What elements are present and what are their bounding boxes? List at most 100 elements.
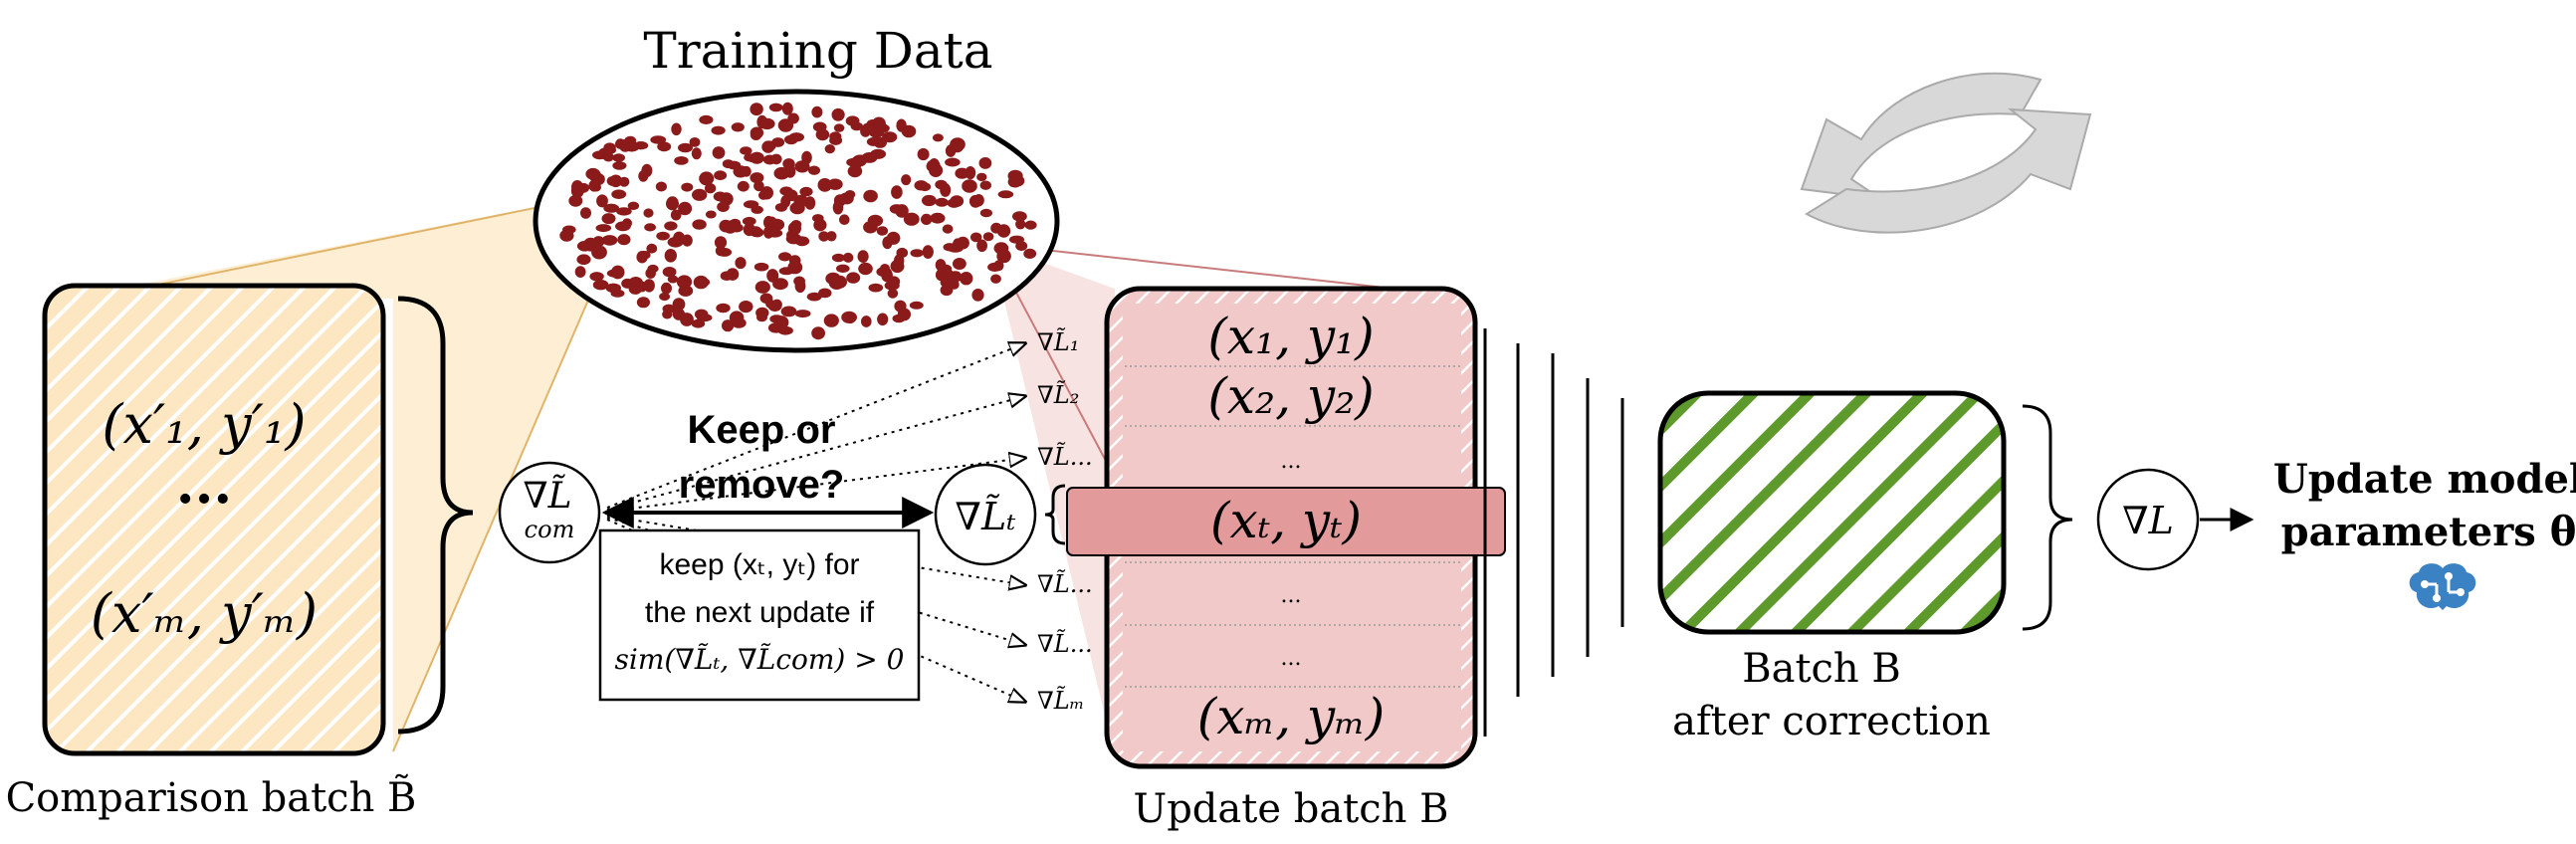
training-data-point [866,136,881,146]
training-data-point [753,180,764,192]
training-data-point [672,298,686,312]
training-data-point [717,201,730,212]
training-data-point [678,285,694,297]
training-data-point [722,319,735,332]
training-data-point [699,171,715,186]
training-data-point [831,107,845,121]
training-data-point [758,190,768,200]
training-data-point [826,231,837,242]
training-data-point [768,103,783,112]
update-row-ellipsis-1: ... [1281,449,1302,474]
gradient-label-5: ∇L̃... [1037,630,1093,658]
grad-com-node [498,461,601,564]
training-data-point [882,131,898,143]
update-row-2: (x₂, y₂) [1207,367,1374,425]
training-data-point [832,200,844,215]
update-row-1: (x₁, y₁) [1207,308,1374,365]
training-data-point [863,221,878,234]
training-data-point [580,207,591,219]
training-data-point [769,315,784,323]
training-data-point [857,250,869,263]
training-data-point [914,180,929,191]
training-data-point [853,154,869,165]
corrected-batch-caption-1: Batch B [1742,646,1901,692]
training-data-point [953,258,966,270]
training-data-point [609,174,623,188]
update-params-line1: Update model [2273,456,2576,503]
training-data-point [909,301,924,310]
training-data-point [571,180,583,194]
training-data-point [576,241,593,252]
training-data-point [901,174,912,186]
training-data-point [829,131,842,141]
training-data-point [643,208,654,218]
training-data-point [777,325,793,335]
grad-l-label: ∇L [2122,499,2174,542]
gradient-label-2: ∇L̃₂ [1037,381,1079,409]
training-data-point [739,301,753,314]
training-data-point [868,283,884,293]
training-data-point [562,225,576,234]
training-data-point [616,207,632,216]
training-data-point [844,190,856,199]
training-data-point [823,314,839,327]
training-data-point [846,272,861,284]
training-data-point [602,151,614,162]
training-data-point [962,179,977,193]
training-data-point [729,311,745,325]
training-data-point [650,135,667,144]
training-data-point [733,165,749,178]
training-data-title: Training Data [643,22,992,80]
training-data-point [647,264,659,274]
training-data-point [818,288,832,299]
training-data-point [778,252,792,262]
training-data-point [794,160,810,173]
grad-t-brace [1044,484,1066,545]
grad-com-subscript: com [525,516,575,543]
comparison-row-1: (x′₁, y′₁) [102,393,306,456]
training-data-point [691,318,706,328]
training-data-point [754,281,770,294]
training-data-point [692,219,707,230]
training-data-point [942,224,954,234]
training-data-point [996,224,1011,238]
training-data-point [750,128,762,140]
training-data-point [815,128,830,141]
training-data-point [922,194,937,207]
training-data-point [930,212,946,224]
grad-l-node [2096,468,2200,571]
comparison-row-ellipsis: ... [176,452,232,516]
training-data-point [644,223,656,232]
training-data-point [717,247,733,257]
training-data-point [610,265,625,280]
training-data-point [711,125,726,135]
training-data-point [671,122,682,136]
training-data-point [1015,219,1026,230]
training-data-point [676,275,693,290]
training-data-point [666,197,679,211]
corrected-batch-caption-2: after correction [1672,699,1991,744]
training-data-point [887,288,899,299]
training-data-point [971,289,984,302]
keep-question-line1: Keep or [688,408,836,452]
training-data-point [596,194,608,208]
training-data-point [895,204,909,218]
training-data-point [921,213,933,225]
training-data-point [979,208,993,218]
training-data-point [770,153,782,165]
comparison-brace [397,296,474,735]
training-data-point [884,281,900,291]
training-data-point [785,233,802,245]
training-data-point [932,133,944,142]
training-data-point [612,161,627,170]
training-data-point [612,153,625,162]
training-data-point [987,262,1002,272]
training-data-point [817,178,832,192]
training-data-point [982,232,994,242]
training-data-point [876,267,892,278]
training-data-point [836,264,850,273]
training-data-point [945,157,961,167]
training-data-point [910,249,924,258]
training-data-point [603,203,620,213]
training-data-point [740,146,752,155]
